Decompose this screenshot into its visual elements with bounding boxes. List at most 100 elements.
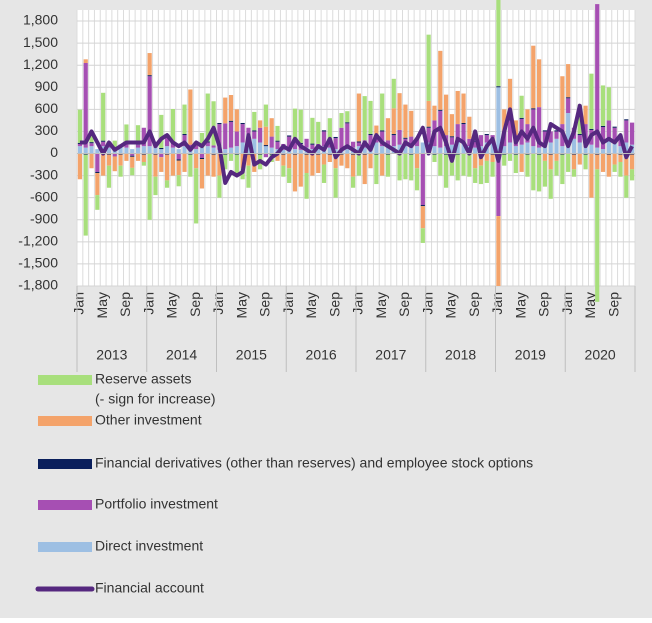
bar bbox=[77, 146, 82, 154]
bar bbox=[246, 165, 251, 188]
bar bbox=[449, 144, 454, 154]
bar bbox=[560, 76, 565, 125]
bar bbox=[496, 87, 501, 154]
bar bbox=[234, 146, 239, 154]
bar bbox=[89, 131, 94, 143]
bar bbox=[118, 165, 123, 177]
y-tick-label: -1,500 bbox=[18, 255, 58, 271]
bar bbox=[432, 154, 437, 162]
bar bbox=[304, 154, 309, 174]
bar bbox=[542, 160, 547, 187]
bar bbox=[246, 154, 251, 166]
bar bbox=[194, 143, 199, 150]
bar bbox=[566, 153, 571, 172]
bar bbox=[217, 175, 222, 198]
bar bbox=[275, 140, 280, 142]
bar bbox=[368, 135, 373, 147]
bar bbox=[612, 142, 617, 154]
bar bbox=[566, 97, 571, 99]
bar bbox=[240, 142, 245, 154]
bar bbox=[95, 173, 100, 196]
bar bbox=[199, 153, 205, 158]
bar bbox=[461, 124, 466, 143]
bar bbox=[502, 109, 507, 132]
bar bbox=[141, 146, 146, 154]
bar bbox=[455, 124, 460, 139]
bar bbox=[101, 140, 106, 142]
bar bbox=[211, 153, 216, 155]
bar bbox=[351, 154, 356, 177]
bar bbox=[153, 147, 158, 154]
bar bbox=[542, 130, 547, 132]
bar bbox=[124, 153, 129, 161]
bar bbox=[444, 153, 449, 155]
bar bbox=[165, 180, 170, 188]
bar bbox=[426, 100, 431, 127]
year-label: 2015 bbox=[236, 347, 267, 363]
bar bbox=[298, 149, 303, 154]
bar bbox=[414, 146, 420, 154]
bar bbox=[153, 176, 158, 196]
bar bbox=[199, 147, 205, 154]
bar bbox=[316, 153, 321, 155]
bar bbox=[618, 146, 623, 154]
year-label: 2013 bbox=[96, 347, 127, 363]
x-tick-label: May bbox=[373, 292, 389, 318]
bar bbox=[403, 153, 408, 180]
y-tick-label: 1,500 bbox=[23, 34, 58, 50]
legend-swatch bbox=[38, 542, 92, 552]
bar bbox=[519, 117, 524, 119]
bar bbox=[345, 149, 350, 154]
bar bbox=[606, 154, 611, 177]
bar bbox=[211, 101, 216, 146]
bar bbox=[188, 144, 193, 148]
bar bbox=[414, 138, 420, 147]
bar bbox=[234, 153, 239, 155]
bar bbox=[548, 154, 553, 170]
bar bbox=[170, 153, 175, 176]
bar bbox=[205, 93, 210, 142]
bar bbox=[211, 154, 216, 177]
bar bbox=[101, 92, 106, 141]
x-tick-label: Jan bbox=[280, 292, 296, 315]
bar bbox=[333, 136, 338, 139]
bar bbox=[473, 140, 478, 142]
bar bbox=[484, 160, 489, 183]
bar bbox=[473, 141, 478, 148]
bar bbox=[234, 131, 239, 147]
bar bbox=[176, 149, 181, 154]
bar bbox=[531, 108, 536, 110]
bar bbox=[83, 154, 88, 236]
bar bbox=[252, 138, 257, 154]
bar bbox=[211, 145, 216, 148]
y-tick-label: -900 bbox=[30, 210, 58, 226]
bar bbox=[165, 153, 170, 155]
x-tick-label: Sep bbox=[257, 292, 273, 317]
bar bbox=[124, 147, 129, 154]
bar bbox=[595, 154, 600, 170]
bar bbox=[130, 153, 135, 156]
bar bbox=[589, 144, 594, 154]
bar bbox=[106, 147, 112, 154]
bar bbox=[420, 206, 425, 229]
y-tick-label: -1,200 bbox=[18, 233, 58, 249]
bar bbox=[95, 149, 100, 154]
bar bbox=[595, 169, 600, 302]
bar bbox=[234, 109, 239, 132]
bar bbox=[316, 154, 321, 174]
bar bbox=[89, 146, 94, 154]
x-tick-label: Sep bbox=[187, 292, 203, 317]
bar bbox=[263, 126, 268, 146]
bar bbox=[537, 153, 542, 155]
bar bbox=[327, 118, 332, 141]
bar bbox=[182, 153, 187, 172]
bar bbox=[269, 136, 274, 148]
bar bbox=[571, 154, 577, 170]
bar bbox=[438, 50, 443, 110]
bar bbox=[461, 122, 466, 125]
y-tick-label: 0 bbox=[50, 144, 58, 160]
bar bbox=[624, 119, 629, 121]
bar bbox=[106, 153, 112, 155]
bar bbox=[537, 147, 542, 154]
bar bbox=[537, 107, 542, 148]
